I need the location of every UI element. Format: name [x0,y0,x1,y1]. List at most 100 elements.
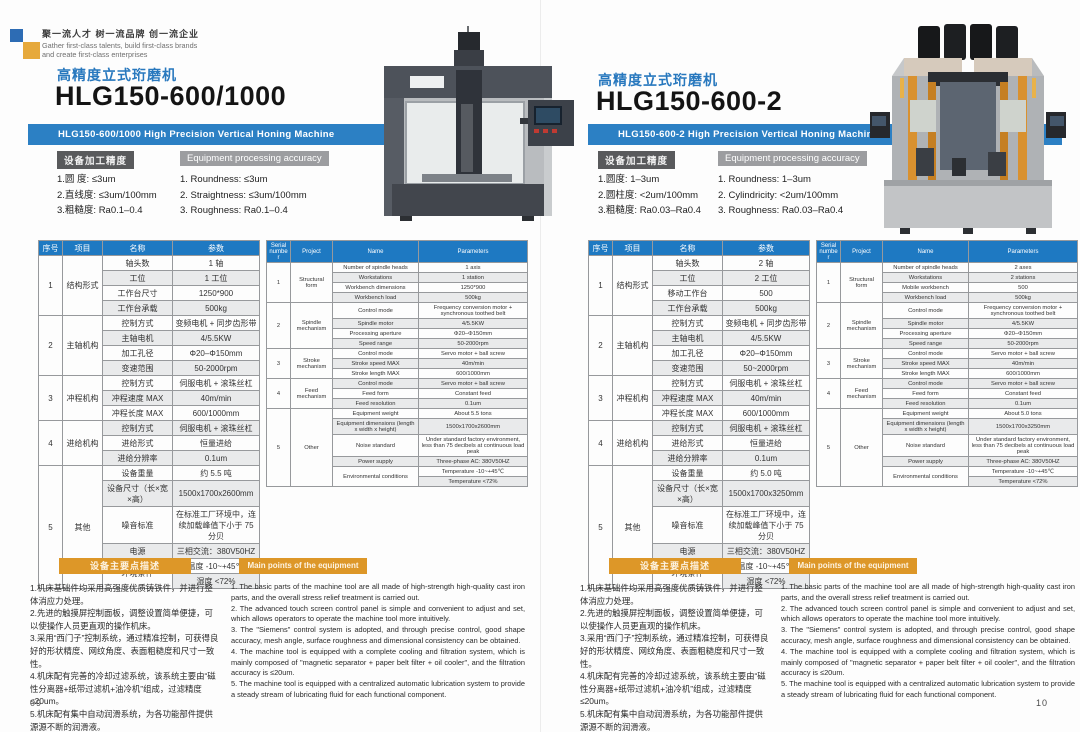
spec-col-header: 项目 [612,240,653,256]
model-title: HLG150-600/1000 [55,81,287,111]
spec-row: 4 Feed mechanism Control mode Servo motor +… [266,378,528,409]
spec-parameter: 湿度 <72% [172,573,260,589]
spec-parameter: 50-2000rpm [172,360,260,376]
spec-tables: 序号 项目 名称 参数 1 结构形式 轴头数 2 轴工位 2 工位 移动工作台 500 工作台承载 50… [588,240,1078,589]
spec-row: 2 Spindle mechanism Control mode Frequency … [816,302,1078,349]
spec-name: 工作台尺寸 [102,285,173,301]
spec-parameter: 500 [722,285,810,301]
spec-parameter: Frequency conversion motor + synchronous… [418,302,528,319]
spec-row: Workbench load 500kg [267,292,528,303]
spec-serial: 3 [266,348,291,379]
point-item: 2. The advanced touch screen control pan… [231,603,525,624]
spec-parameter: 恒量进给 [172,435,260,451]
point-item: 5. The machine tool is equipped with a c… [781,679,1075,699]
spec-parameter: Three-phase AC: 380V50HZ [968,456,1078,467]
spec-serial: 4 [38,420,63,466]
accuracy-item: 3.粗糙度: Ra0.03–Ra0.4 [598,205,701,216]
spec-name: Power supply [882,456,969,467]
accuracy-list-en: 1. Roundness: ≤3um 2. Straightness: ≤3um… [180,172,307,219]
spec-parameter: 1 station [418,272,528,283]
spec-project: Stroke mechanism [290,348,333,379]
spec-row: 3 冲程机构 控制方式 伺服电机 + 滚珠丝杠 [588,375,810,421]
spec-row: 5 Other Equipment weight About 5.0 tons [816,408,1078,487]
spec-row: 进给分辨率 0.1um [39,450,260,466]
spec-name: Control mode [332,348,419,359]
spec-parameter: 在标准工厂环境中，连续加载峰值下小于 75 分贝 [722,506,810,544]
spec-parameter: Φ20–Φ150mm [418,328,528,339]
accuracy-badge-en: Equipment processing accuracy [180,151,329,166]
spec-project: 主轴机构 [62,315,103,376]
spec-project: 结构形式 [62,255,103,316]
spec-parameter: 伺服电机 + 滚珠丝杠 [722,375,810,391]
spec-parameter: 500 [968,282,1078,293]
accuracy-badge-en: Equipment processing accuracy [718,151,867,166]
spec-name: Number of spindle heads [882,262,969,273]
accuracy-item: 3. Roughness: Ra0.1–0.4 [180,205,288,216]
point-item: 1.机床基础件均采用高强度优质铸铁件，并进行整体消应力处理。 [30,583,213,606]
spec-project: 进给机构 [62,420,103,466]
points-section-cn: 设备主要点描述 1.机床基础件均采用高强度优质铸铁件，并进行整体消应力处理。 2.… [580,558,770,732]
spec-parameter: 1500x1700x2600mm [172,480,260,507]
spec-project: Structural form [290,262,333,303]
points-list-cn: 1.机床基础件均采用高强度优质铸铁件，并进行整体消应力处理。 2.先进的触摸屏控制… [30,582,220,732]
points-badge-en: Main points of the equipment [239,558,367,574]
brand-slogan-en-line2: and create first-class enterprises [42,50,148,59]
spec-col-header: 项目 [62,240,103,256]
spec-parameter: Φ20–Φ150mm [968,328,1078,339]
accuracy-item: 2. Straightness: ≤3um/100mm [180,189,307,201]
spec-name: 设备重量 [652,465,723,481]
spec-col-header: Name [332,240,419,263]
accuracy-badge-cn: 设备加工精度 [57,151,135,169]
spec-row: Stroke speed MAX 40m/min [267,358,528,369]
spec-row: 5 其他 设备重量约 5.5 吨 [38,465,260,589]
spec-parameter: 40m/min [722,390,810,406]
catalog-page-right: 高精度立式珩磨机 HLG150-600-2 HLG150-600-2 High … [540,0,1080,732]
spec-parameter: 0.1um [172,450,260,466]
spec-name: 电源 [102,543,173,559]
spec-parameter: 0.1um [722,450,810,466]
spec-table: Serial number Project Name Parameters 1 Struc… [266,240,528,487]
spec-parameter: 600/1000mm [722,405,810,421]
spec-name: 电源 [652,543,723,559]
spec-parameter: Three-phase AC: 380V50HZ [418,456,528,467]
spec-serial: 2 [38,315,63,376]
spec-name: 主轴电机 [652,330,723,346]
spec-name: 冲程速度 MAX [652,390,723,406]
spec-parameter: Temperature <72% [968,476,1078,487]
spec-table: 序号 项目 名称 参数 1 结构形式 轴头数 2 轴工位 2 工位 移动工作台 500 工作台承载 50… [588,240,810,589]
spec-parameter: Constant feed [968,388,1078,399]
spec-name: Workbench dimensions [332,282,419,293]
point-item: 5. The machine tool is equipped with a c… [231,679,525,699]
spec-parameter: 50-2000rpm [418,338,528,349]
spec-name: Noise standard [882,434,969,457]
spec-parameter: Φ20–Φ150mm [722,345,810,361]
spec-project: Other [290,408,333,487]
spec-parameter: 2 stations [968,272,1078,283]
spec-parameter: 40m/min [968,358,1078,369]
spec-name: Spindle motor [882,318,969,329]
spec-col-header: Serial number [816,240,841,263]
spec-parameter: 伺服电机 + 滚珠丝杠 [172,420,260,436]
spec-row: 1 Structural form Number of spindle heads 1… [266,262,528,303]
spec-row: Equipment dimensions (length x width x h… [817,418,1078,435]
machine-photo-hlg150-600-1000 [384,26,574,221]
spec-parameter: 1500x1700x3250mm [968,418,1078,435]
spec-row: 3 冲程机构 控制方式 伺服电机 + 滚珠丝杠 [38,375,260,421]
machine-photo-hlg150-600-2 [870,24,1066,234]
spec-name: 噪音标准 [652,506,723,544]
spec-name: Power supply [332,456,419,467]
spec-table-en: Serial number Project Name Parameters 1 Struc… [266,240,528,487]
spec-row: 主轴电机 4/5.5KW [39,330,260,346]
spec-project: 冲程机构 [62,375,103,421]
spec-row: 主轴电机 4/5.5KW [589,330,810,346]
spec-name: Processing aperture [332,328,419,339]
spec-name: Control mode [882,348,969,359]
spec-parameter: 500kg [722,300,810,316]
spec-project: Spindle mechanism [840,302,883,349]
spec-project: 冲程机构 [612,375,653,421]
spec-parameter: Under standard factory environment, less… [968,434,1078,457]
spec-name: Number of spindle heads [332,262,419,273]
spec-row: 噪音标准 在标准工厂环境中，连续加载峰值下小于 75 分贝 [39,506,260,544]
spec-parameter: 1250*900 [418,282,528,293]
spec-parameter: About 5.5 tons [418,408,528,419]
